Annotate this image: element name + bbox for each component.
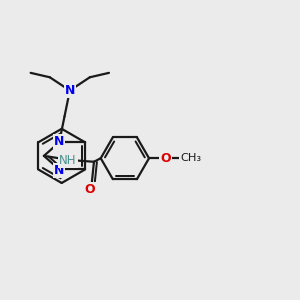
Text: N: N xyxy=(54,164,64,176)
Text: O: O xyxy=(160,152,171,165)
Text: NH: NH xyxy=(59,154,77,167)
Text: O: O xyxy=(85,183,95,196)
Text: N: N xyxy=(64,84,75,97)
Text: N: N xyxy=(54,135,64,148)
Text: CH₃: CH₃ xyxy=(180,153,201,163)
